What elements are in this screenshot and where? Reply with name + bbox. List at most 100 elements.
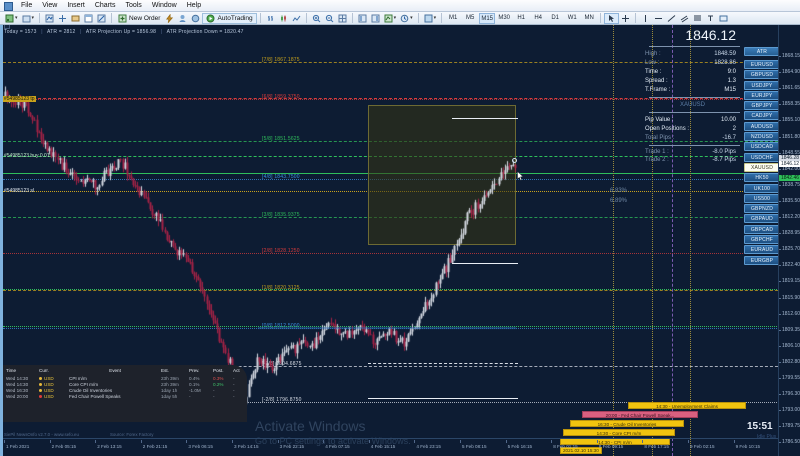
symbol-button-euraud[interactable]: EURAUD [744, 245, 780, 255]
symbol-button-gbpnzd[interactable]: GBPNZD [744, 204, 780, 214]
symbol-button-gbpcad[interactable]: GBPCAD [744, 224, 780, 234]
globe-icon [191, 14, 200, 23]
menu-item-insert[interactable]: Insert [67, 1, 85, 9]
zoom-out-button[interactable] [323, 13, 336, 24]
one-click-button[interactable] [163, 13, 176, 24]
menu-item-help[interactable]: Help [186, 1, 202, 9]
symbol-button-uk100[interactable]: UK100 [744, 183, 780, 193]
data-window-button[interactable] [82, 13, 95, 24]
timeframe-m30-button[interactable]: M30 [498, 14, 511, 21]
menu-item-view[interactable]: View [42, 1, 58, 9]
indicators-button[interactable] [43, 13, 56, 24]
symbol-button-hk50[interactable]: HK50 [744, 173, 780, 183]
news-event-bar[interactable]: 14:30 - Core CPI m/m [563, 429, 675, 436]
economic-calendar-panel[interactable]: Time Curr. Event Est. Prev. Post. Act We… [3, 365, 247, 422]
timeframe-m1-button[interactable]: M1 [449, 14, 458, 21]
time-axis[interactable]: 1 Feb 2021 2 Feb 05:15 2 Feb 13:15 2 Feb 21… [3, 438, 778, 456]
symbol-button-eurjpy[interactable]: EURJPY [744, 90, 780, 100]
symbol-button-nzdusd[interactable]: NZDUSD [744, 132, 780, 142]
order-tp-label[interactable]: #54985123 tp [3, 96, 36, 102]
text-tool[interactable] [704, 13, 717, 24]
chevron-down-icon[interactable]: ▾ [15, 15, 18, 21]
news-event-bar[interactable]: 16:30 - Crude Oil Inventories [570, 420, 684, 427]
symbol-button-eurgbp[interactable]: EURGBP [744, 255, 780, 265]
tester-icon [97, 14, 106, 23]
bar-chart-button[interactable] [264, 13, 277, 24]
equidistant-channel-tool[interactable] [678, 13, 691, 24]
zoom-in-button[interactable] [310, 13, 323, 24]
crosshair-tool[interactable] [619, 13, 632, 24]
auto-scroll-button[interactable] [356, 13, 369, 24]
chevron-down-icon[interactable]: ▾ [31, 15, 35, 21]
cursor-tool[interactable] [604, 12, 620, 24]
symbol-button-gbpaud[interactable]: GBPAUD [744, 214, 780, 224]
menu-bar: File View Insert Charts Tools Window Hel… [0, 0, 800, 12]
timeframe-d1-button[interactable]: D1 [551, 14, 560, 21]
symbol-button-gbpjpy[interactable]: GBPJPY [744, 101, 780, 111]
atr-button[interactable]: ATR [744, 47, 780, 56]
symbol-button-us500[interactable]: US500 [744, 193, 780, 203]
timeframe-h4-button[interactable]: H4 [534, 14, 543, 21]
price-tick: 1802.80 [778, 358, 800, 365]
period-button[interactable]: ▾ [398, 13, 415, 24]
timeframe-h1-button[interactable]: H1 [517, 14, 526, 21]
autotrading-button[interactable]: AutoTrading [202, 12, 257, 24]
symbol-button-eurusd[interactable]: EURUSD [744, 60, 780, 69]
timeframe-m15-button[interactable]: M15 [479, 12, 496, 24]
label-tool[interactable] [717, 13, 730, 24]
symbol-button-gbpusd[interactable]: GBPUSD [744, 70, 780, 80]
price-tick: 1825.70 [778, 246, 800, 253]
horizontal-line-tool[interactable] [652, 13, 665, 24]
calendar-row[interactable]: Wed 14:30 USD Core CPI m/m 23h 39m 0.1% 0.2% - [3, 381, 247, 387]
chart-grid-button[interactable] [336, 13, 349, 24]
auto-scroll-icon [358, 14, 367, 23]
order-sl-label[interactable]: #54985123 sl [4, 188, 35, 194]
chart-shift-button[interactable] [369, 13, 382, 24]
order-open-label[interactable]: #54985123 buy 0.01 [4, 153, 50, 159]
calendar-row[interactable]: Wed 16:30 USD Crude Oil Inventories 1day 1h… [3, 387, 247, 393]
crosshair-button[interactable] [56, 13, 69, 24]
menu-item-tools[interactable]: Tools [125, 1, 142, 9]
folder-icon [22, 14, 31, 23]
menu-item-window[interactable]: Window [151, 1, 177, 9]
dashboard-row-label: High : [645, 50, 661, 57]
expert-advisors-button[interactable] [69, 13, 82, 24]
indicator-list-button[interactable]: ▾ [382, 13, 399, 24]
menu-item-charts[interactable]: Charts [94, 1, 116, 9]
symbol-button-usdcad[interactable]: USDCAD [744, 142, 780, 152]
timeframe-mn-button[interactable]: MN [584, 14, 594, 21]
news-event-bar[interactable]: 20:00 - Fed Chair Powell Speak... [582, 411, 698, 418]
menu-item-file[interactable]: File [21, 1, 33, 9]
mql5-button[interactable] [189, 13, 202, 24]
price-scale[interactable]: 1868.15 1864.90 1861.65 1858.35 1855.10 1851.… [778, 25, 800, 456]
news-event-bar[interactable]: 14:30 - Unemployment Claims [628, 402, 746, 409]
timestamp-badge: 2021.02.10 15:30 [560, 447, 602, 454]
calendar-row[interactable]: Wed 14:30 USD CPI m/m 23h 39m 0.4% 0.3% - [3, 375, 247, 381]
timeframe-w1-button[interactable]: W1 [567, 14, 577, 21]
chevron-down-icon[interactable]: ▾ [433, 15, 437, 21]
calendar-row[interactable]: Wed 20:00 USD Fed Chair Powell Speaks 1day … [3, 394, 247, 400]
trendline-tool[interactable] [665, 13, 678, 24]
chart-cursor-dot[interactable] [512, 158, 517, 163]
candlestick-chart-button[interactable] [277, 13, 290, 24]
symbol-button-panel[interactable]: ATR EURUSD GBPUSD USDJPY EURJPY GBPJPY CADJPY… [744, 47, 780, 266]
fibonacci-tool[interactable] [691, 13, 704, 24]
symbol-button-usdchf[interactable]: USDCHF [744, 152, 780, 162]
timeframe-m5-button[interactable]: M5 [466, 14, 475, 21]
metaeditor-button[interactable] [176, 13, 189, 24]
symbol-button-usdjpy[interactable]: USDJPY [744, 80, 780, 90]
symbol-button-gbpchf[interactable]: GBPCHF [744, 235, 780, 245]
open-profile-button[interactable]: ▾ [20, 13, 37, 24]
new-chart-button[interactable]: ▾ [3, 13, 20, 24]
chevron-down-icon[interactable]: ▾ [410, 15, 413, 21]
strategy-tester-button[interactable] [95, 13, 108, 24]
templates-button[interactable]: ▾ [422, 13, 439, 24]
new-order-button[interactable]: New Order [115, 13, 163, 24]
chart-area[interactable]: Today = 1573 | ATR = 2812 | ATR Projecti… [0, 25, 800, 456]
symbol-button-audusd[interactable]: AUDUSD [744, 121, 780, 131]
vertical-line-tool[interactable] [639, 13, 652, 24]
symbol-button-cadjpy[interactable]: CADJPY [744, 111, 780, 121]
line-chart-button[interactable] [290, 13, 303, 24]
chevron-down-icon[interactable]: ▾ [393, 15, 397, 21]
symbol-button-xauusd[interactable]: XAUUSD [744, 162, 780, 172]
